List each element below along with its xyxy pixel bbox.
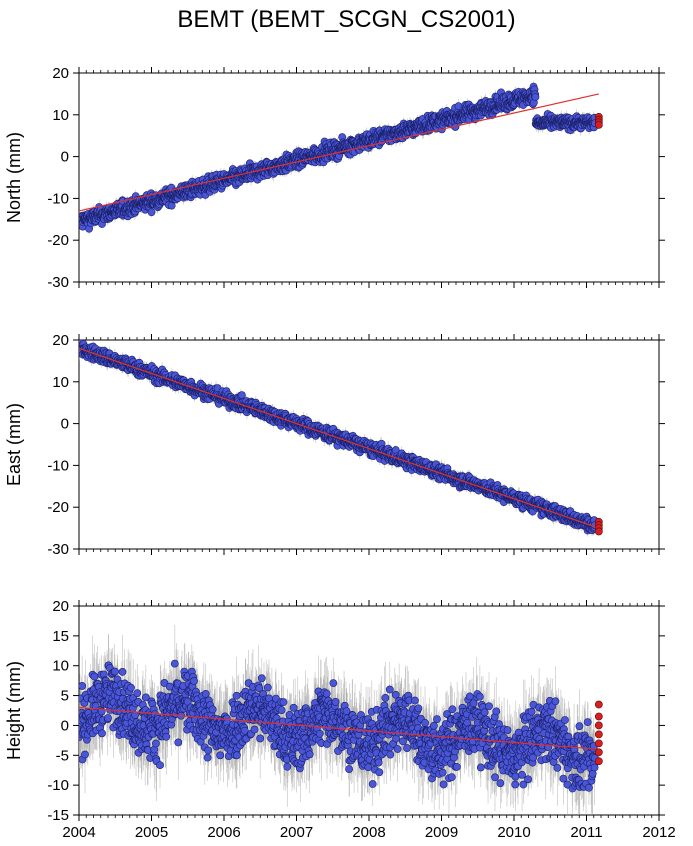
north-y-tick-label: 0 (61, 149, 69, 166)
east-panel: 20 10 0 -10 -20 -30 East (mm) (4, 332, 665, 558)
north-data-point (531, 93, 540, 101)
north-data-point (147, 208, 156, 217)
north-y-tick-label: -10 (47, 190, 69, 207)
north-y-tick-label: 20 (52, 65, 69, 82)
east-y-axis-label: East (mm) (4, 403, 24, 486)
east-y-tick-label: -10 (47, 457, 69, 474)
east-y-tick-label: 10 (52, 374, 69, 391)
east-y-tick-label: -30 (47, 541, 69, 558)
north-y-tick-label: 10 (52, 107, 69, 124)
north-series (79, 82, 599, 233)
north-recent-point (594, 120, 603, 129)
north-y-tick-label: -30 (47, 274, 69, 291)
east-y-tick-label: 20 (52, 332, 69, 349)
east-y-tick-label: -20 (47, 499, 69, 516)
east-y-tick-label: 0 (61, 416, 69, 433)
north-trend-line (79, 93, 599, 212)
north-panel: 20 10 0 -10 -20 -30 North (mm) (4, 65, 665, 291)
north-minor-ticks (78, 70, 660, 285)
north-y-axis-label: North (mm) (4, 132, 24, 223)
figure-title: BEMT (BEMT_SCGN_CS2001) (177, 6, 516, 33)
north-plot-frame (78, 72, 660, 283)
north-y-tick-label: -20 (47, 232, 69, 249)
